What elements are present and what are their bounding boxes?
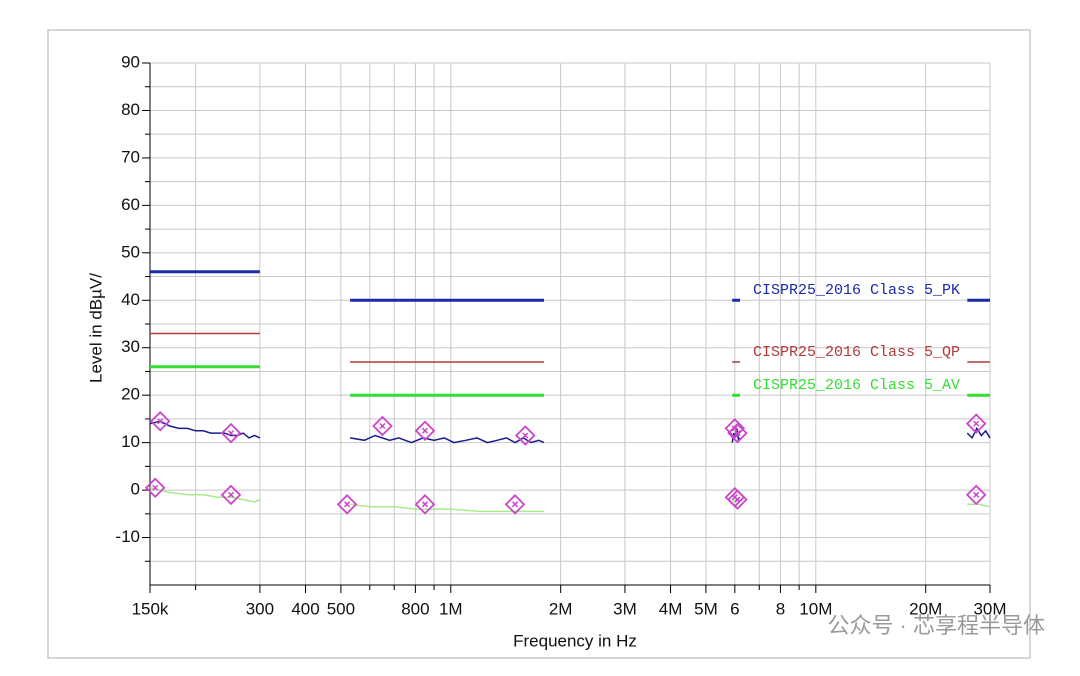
- y-tick-label: 30: [121, 337, 140, 356]
- marker-diamond: [414, 494, 436, 515]
- marker-cross: [734, 496, 741, 503]
- marker: [414, 494, 436, 515]
- x-tick-label: 400: [291, 599, 319, 618]
- x-tick-label: 4M: [659, 599, 683, 618]
- series-line: [149, 486, 991, 513]
- x-tick-label: 150k: [132, 599, 169, 618]
- marker: [724, 418, 746, 439]
- x-tick-label: 5M: [694, 599, 718, 618]
- marker-cross: [227, 430, 235, 437]
- marker: [220, 484, 242, 506]
- x-tick-label: 8: [776, 599, 785, 618]
- marker: [727, 489, 748, 510]
- marker: [504, 494, 526, 515]
- marker-cross: [152, 484, 159, 491]
- y-tick-label: 50: [121, 242, 140, 261]
- marker: [144, 477, 166, 498]
- x-tick-label: 30M: [973, 599, 1006, 618]
- y-tick-label: 10: [121, 432, 140, 451]
- marker-diamond: [220, 422, 242, 444]
- x-tick-label: 800: [401, 599, 429, 618]
- series-line: [150, 365, 990, 397]
- y-tick-label: 0: [131, 480, 140, 499]
- watermark: 公众号 · 芯享程半导体: [827, 613, 1045, 638]
- series-line: [150, 332, 990, 363]
- x-tick-label: 6: [730, 599, 739, 618]
- marker: [727, 422, 748, 444]
- y-axis-label: Level in dBµV/: [86, 273, 105, 383]
- legend-label: CISPR25_2016 Class 5_PK: [753, 282, 960, 299]
- marker-diamond: [724, 418, 746, 439]
- marker-cross: [734, 430, 741, 437]
- marker-diamond: [149, 411, 171, 432]
- x-tick-label: 1M: [439, 599, 463, 618]
- marker-diamond: [220, 484, 242, 506]
- x-tick-label: 500: [327, 599, 355, 618]
- marker-diamond: [727, 422, 748, 444]
- marker: [372, 415, 393, 437]
- marker-cross: [421, 427, 429, 434]
- marker: [965, 413, 987, 434]
- y-tick-label: 20: [121, 385, 140, 404]
- marker-diamond: [372, 415, 393, 437]
- series-line: [149, 420, 991, 444]
- marker-cross: [973, 420, 980, 427]
- marker-cross: [344, 501, 351, 508]
- marker-cross: [973, 491, 980, 498]
- marker: [515, 425, 536, 446]
- marker-diamond: [504, 494, 526, 515]
- marker-diamond: [144, 477, 166, 498]
- marker-diamond: [414, 420, 436, 442]
- marker-cross: [157, 418, 164, 425]
- legend-label: CISPR25_2016 Class 5_QP: [753, 344, 960, 361]
- plot: CISPR25_2016 Class 5_PK CISPR25_2016 Clas…: [144, 270, 991, 515]
- marker-cross: [379, 422, 386, 430]
- marker: [965, 484, 987, 506]
- marker-diamond: [336, 494, 358, 515]
- marker-diamond: [515, 425, 536, 446]
- frame: [47, 29, 1031, 659]
- marker-cross: [421, 501, 429, 508]
- x-tick-label: 10M: [799, 599, 832, 618]
- x-tick-label: 3M: [613, 599, 637, 618]
- marker: [149, 411, 171, 432]
- marker: [220, 422, 242, 444]
- y-tick-label: 80: [121, 100, 140, 119]
- marker: [414, 420, 436, 442]
- grid: -10 0 10 20 30 40 50 60 70 80 90 150k 300 400 500 800 1M…: [115, 52, 1006, 618]
- marker-cross: [227, 491, 235, 498]
- x-axis-label: Frequency in Hz: [513, 631, 637, 650]
- marker-diamond: [965, 413, 987, 434]
- marker-cross: [731, 425, 738, 432]
- y-tick-label: 40: [121, 290, 140, 309]
- series-line: [150, 270, 990, 302]
- marker-diamond: [965, 484, 987, 506]
- marker-cross: [522, 432, 529, 439]
- x-tick-label: 20M: [909, 599, 942, 618]
- y-tick-label: 70: [121, 147, 140, 166]
- y-tick-label: 90: [121, 52, 140, 71]
- x-tick-label: 300: [246, 599, 274, 618]
- marker: [336, 494, 358, 515]
- y-tick-label: 60: [121, 195, 140, 214]
- legend-label: CISPR25_2016 Class 5_AV: [753, 377, 960, 394]
- y-tick-label: -10: [115, 527, 140, 546]
- marker-cross: [512, 501, 519, 508]
- x-tick-label: 2M: [549, 599, 573, 618]
- marker-diamond: [727, 489, 748, 510]
